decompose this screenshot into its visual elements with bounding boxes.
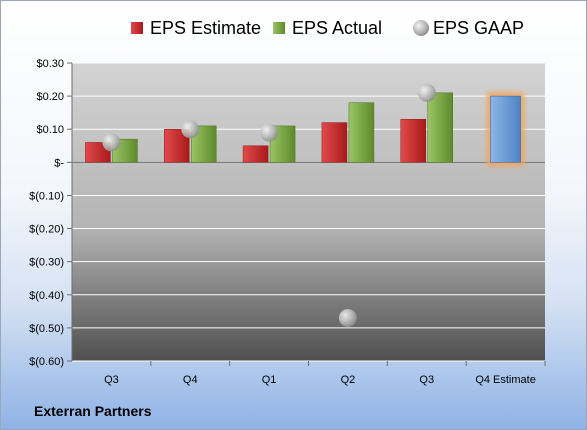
x-tick-label: Q3 <box>419 374 434 386</box>
y-tick-label: $(0.30) <box>29 257 64 269</box>
bar-eps-actual <box>348 102 375 163</box>
legend-swatch-eps-estimate <box>131 22 143 34</box>
point-eps-gaap <box>338 308 357 327</box>
y-tick-label: $(0.60) <box>29 356 64 368</box>
x-tick-label: Q3 <box>104 374 119 386</box>
legend-swatch-eps-gaap <box>413 20 429 36</box>
legend-label: EPS Estimate <box>150 18 261 38</box>
x-tick-label: Q2 <box>341 374 356 386</box>
plot-area <box>72 63 545 361</box>
legend-swatch-eps-actual <box>273 22 285 34</box>
bar-eps-estimate <box>242 145 269 163</box>
x-tick-label: Q4 Estimate <box>475 374 536 386</box>
bar-eps-estimate <box>321 122 348 163</box>
bar-eps-estimate <box>400 119 426 163</box>
bar-q4-estimate <box>490 95 521 163</box>
y-tick-label: $(0.20) <box>29 224 64 236</box>
y-tick-label: $0.10 <box>36 124 64 136</box>
y-tick-label: $(0.50) <box>29 323 64 335</box>
legend-label: EPS Actual <box>292 18 382 38</box>
y-tick-label: $0.20 <box>36 91 64 103</box>
y-tick-label: $- <box>54 157 64 169</box>
point-eps-gaap <box>417 83 436 102</box>
point-eps-gaap <box>260 123 279 142</box>
legend-label: EPS GAAP <box>433 18 524 38</box>
y-tick-label: $0.30 <box>36 58 64 70</box>
y-tick-label: $(0.40) <box>29 290 64 302</box>
bar-eps-actual <box>427 92 453 163</box>
x-tick-label: Q1 <box>262 374 277 386</box>
y-tick-label: $(0.10) <box>29 190 64 202</box>
x-tick-label: Q4 <box>183 374 198 386</box>
company-name: Exterran Partners <box>34 403 152 419</box>
point-eps-gaap <box>102 133 121 152</box>
point-eps-gaap <box>181 120 200 139</box>
